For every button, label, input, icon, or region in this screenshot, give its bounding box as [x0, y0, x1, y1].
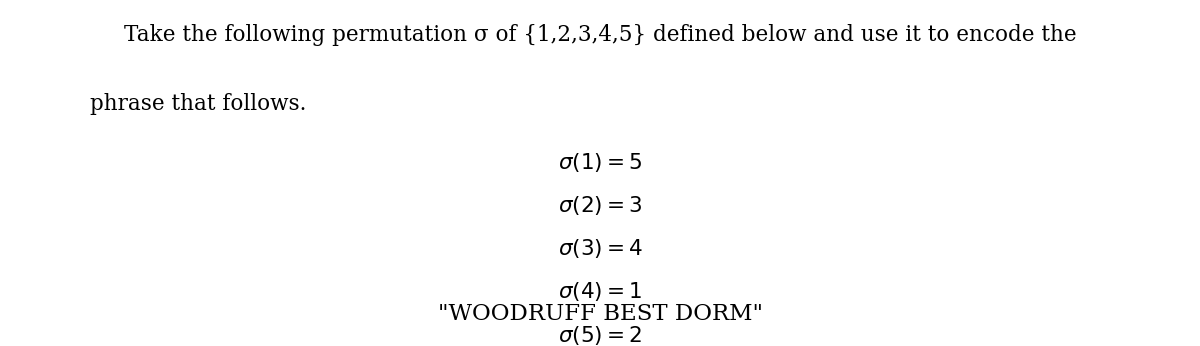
Text: $\sigma(3) = 4$: $\sigma(3) = 4$	[558, 237, 642, 260]
Text: $\sigma(4) = 1$: $\sigma(4) = 1$	[558, 280, 642, 303]
Text: $\sigma(2) = 3$: $\sigma(2) = 3$	[558, 194, 642, 217]
Text: $\sigma(1) = 5$: $\sigma(1) = 5$	[558, 151, 642, 173]
Text: Take the following permutation σ of {1,2,3,4,5} defined below and use it to enco: Take the following permutation σ of {1,2…	[124, 24, 1076, 46]
Text: $\sigma(5) = 2$: $\sigma(5) = 2$	[558, 324, 642, 346]
Text: phrase that follows.: phrase that follows.	[90, 93, 306, 116]
Text: "WOODRUFF BEST DORM": "WOODRUFF BEST DORM"	[438, 303, 762, 325]
